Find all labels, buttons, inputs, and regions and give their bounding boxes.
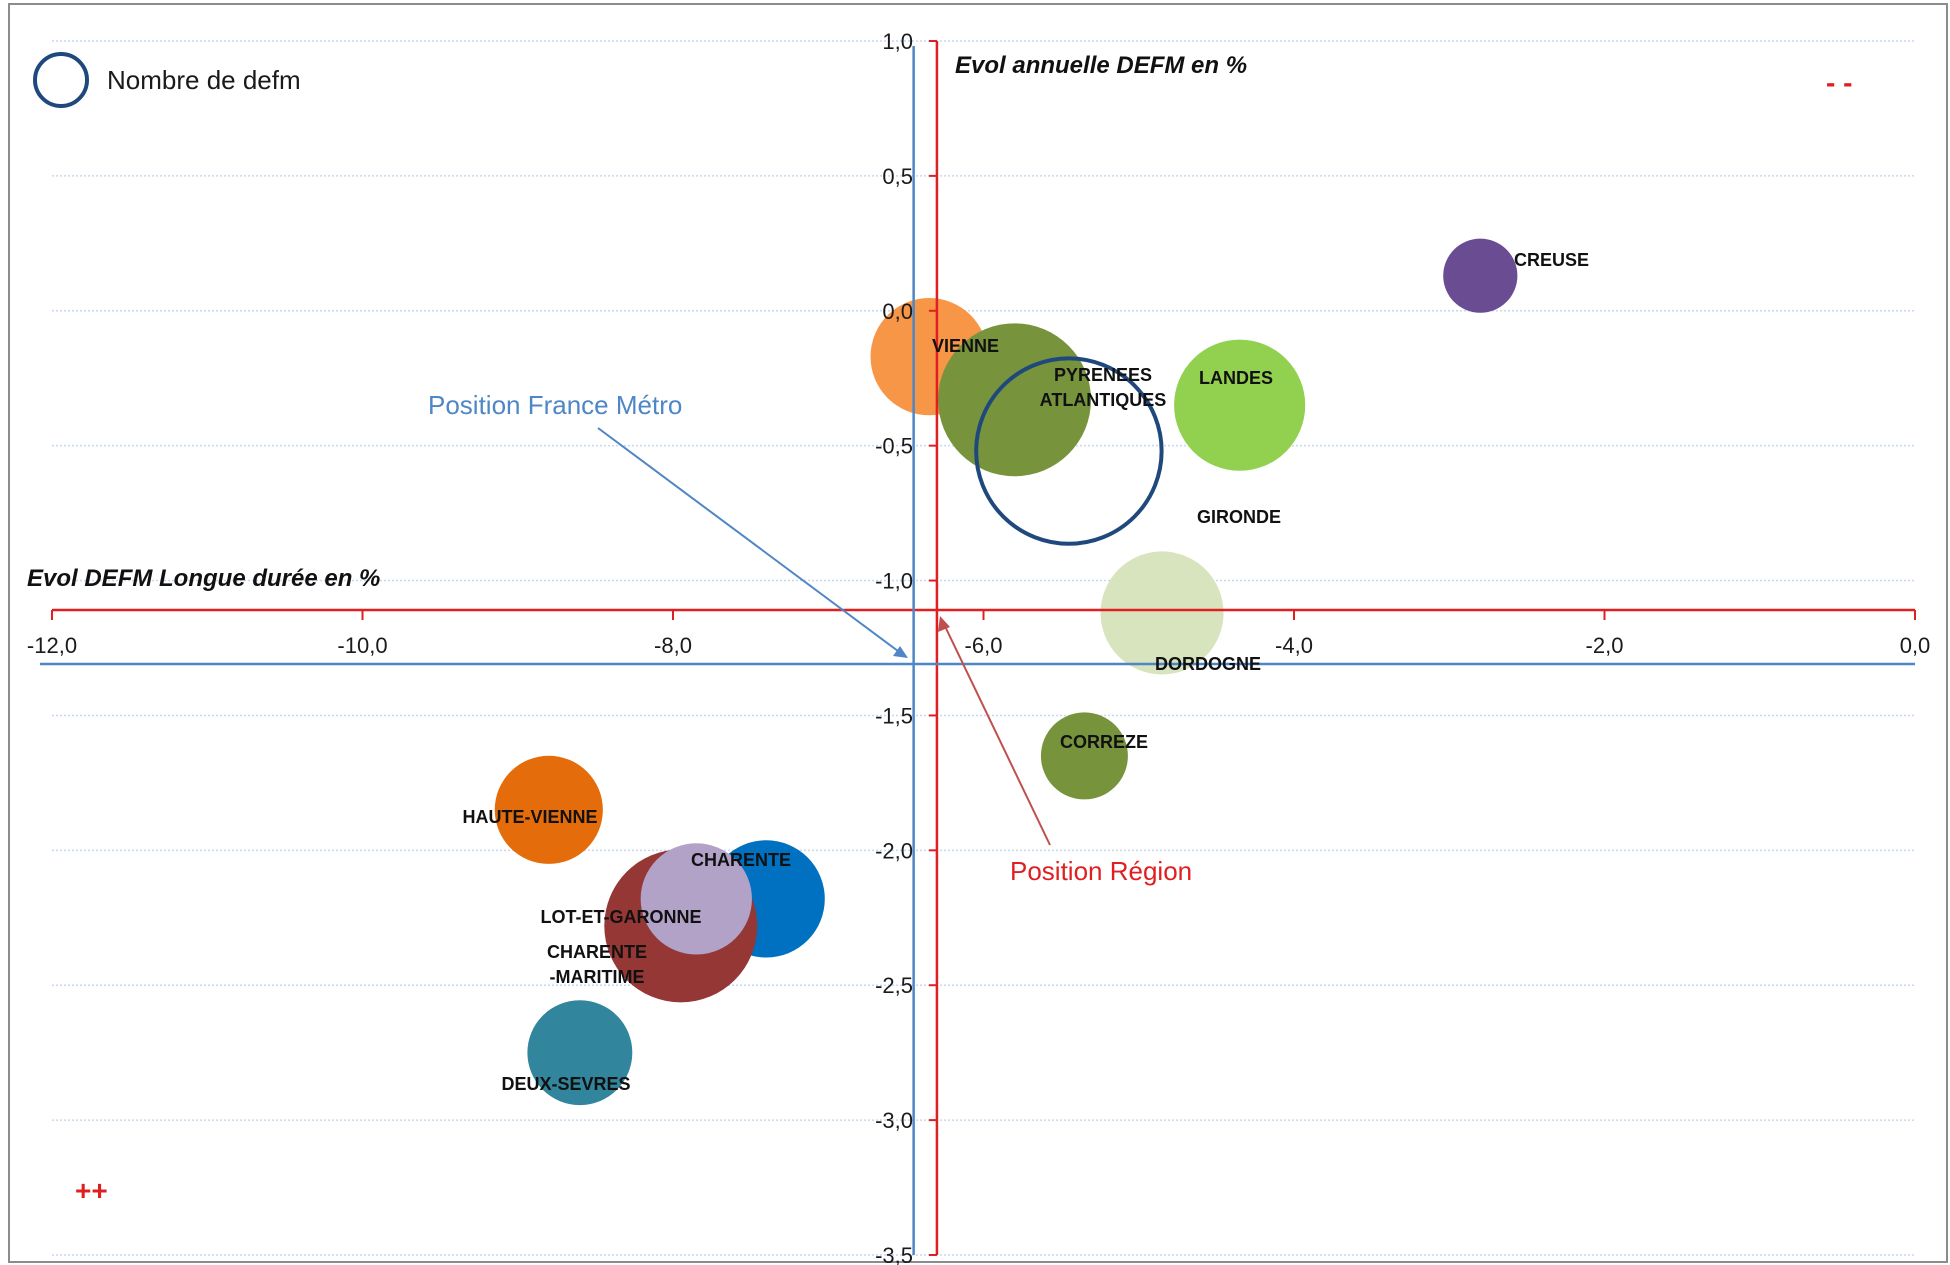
axes (40, 40, 1916, 1256)
bubble-label: LOT-ET-GARONNE (541, 907, 702, 927)
x-tick-label: -4,0 (1275, 633, 1313, 658)
corner-label-bottom-left: ++ (75, 1175, 108, 1206)
bubble-label: HAUTE-VIENNE (462, 807, 597, 827)
gridlines (52, 40, 1915, 1256)
y-tick-label: 0,0 (882, 299, 913, 324)
bubble-label: CREUSE (1514, 250, 1589, 270)
bubble-label: ATLANTIQUES (1040, 390, 1167, 410)
corner-label-top-right: - - (1826, 67, 1852, 98)
x-tick-label: -6,0 (965, 633, 1003, 658)
bubble-label: CHARENTE (547, 942, 647, 962)
bubble-label: LANDES (1199, 368, 1273, 388)
y-tick-label: 0,5 (882, 164, 913, 189)
bubble-label: CHARENTE (691, 850, 791, 870)
y-tick-label: -2,0 (875, 838, 913, 863)
france-metro-arrowhead (893, 646, 908, 658)
y-tick-label: 1,0 (882, 29, 913, 54)
legend-marker-icon (33, 52, 89, 108)
x-tick-label: -10,0 (337, 633, 387, 658)
bubble-landes (1174, 339, 1306, 471)
bubble-deux-sevres (527, 1000, 633, 1106)
y-tick-label: -3,5 (875, 1243, 913, 1265)
bubble-correze (1040, 712, 1128, 800)
bubble-label: VIENNE (932, 336, 999, 356)
region-arrowhead (938, 616, 950, 632)
bubble-creuse (1443, 238, 1518, 313)
y-axis-title: Evol annuelle DEFM en % (955, 52, 1247, 79)
x-tick-label: 0,0 (1900, 633, 1931, 658)
x-axis-title: Evol DEFM Longue durée en % (27, 565, 380, 592)
chart-frame (8, 3, 1948, 1263)
bubble-lot-et-garonne (640, 843, 752, 955)
bubble-label: CORREZE (1060, 732, 1148, 752)
bubble-gironde (974, 356, 1164, 546)
y-tick-label: -0,5 (875, 434, 913, 459)
bubble-label: DORDOGNE (1155, 654, 1261, 674)
y-tick-label: -3,0 (875, 1108, 913, 1133)
y-tick-label: -1,5 (875, 703, 913, 728)
france-metro-arrow (597, 427, 907, 658)
bubble-label: -MARITIME (550, 967, 645, 987)
x-tick-label: -12,0 (27, 633, 77, 658)
bubble-label: PYRENEES (1054, 365, 1152, 385)
bubble-label: DEUX-SEVRES (501, 1074, 630, 1094)
region-annotation: Position Région (1010, 856, 1192, 886)
y-tick-label: -1,0 (875, 569, 913, 594)
legend-label: Nombre de defm (107, 65, 301, 95)
bubble-label: GIRONDE (1197, 507, 1281, 527)
x-tick-label: -2,0 (1586, 633, 1624, 658)
x-tick-label: -8,0 (654, 633, 692, 658)
france-metro-annotation: Position France Métro (428, 390, 682, 420)
bubble-dordogne (1100, 551, 1224, 675)
labels: 1,0 0,5 0,0 -0,5 -1,0 -1,5 -2,0 -2,5 -3,0 -3,5 -12… (27, 29, 1930, 1265)
region-arrow (941, 619, 1051, 846)
bubbles (494, 238, 1518, 1106)
y-tick-label: -2,5 (875, 973, 913, 998)
bubble-haute-vienne (494, 755, 603, 864)
